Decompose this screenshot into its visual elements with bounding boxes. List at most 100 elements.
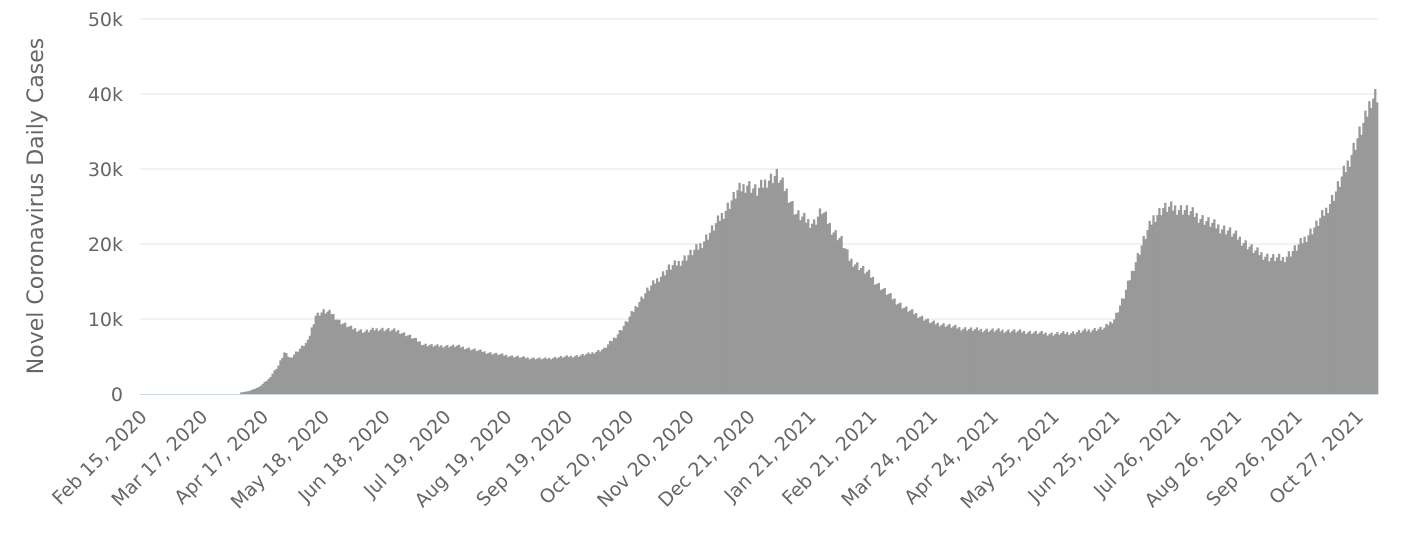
bar (950, 327, 953, 394)
bar (893, 298, 896, 394)
bar (432, 346, 435, 394)
bar (461, 346, 465, 394)
bar (856, 262, 859, 394)
bar (742, 184, 745, 394)
bar (946, 325, 949, 394)
bar (261, 383, 264, 394)
bar (1122, 298, 1126, 394)
bar (1058, 334, 1061, 394)
bar (365, 329, 368, 394)
bar (1087, 329, 1090, 394)
bar (603, 347, 606, 394)
bar (756, 195, 759, 394)
bar (691, 255, 694, 394)
bar (967, 329, 971, 394)
bar (436, 344, 439, 394)
bar (334, 319, 337, 394)
bar (652, 280, 655, 394)
bar (426, 346, 429, 394)
bar (875, 283, 879, 394)
bar (765, 187, 769, 394)
bar (577, 356, 580, 394)
bar (1374, 88, 1377, 394)
bar (271, 373, 274, 394)
bar (559, 356, 563, 394)
bar (302, 346, 306, 394)
bar (595, 351, 598, 394)
bar (524, 358, 527, 394)
bar (1256, 247, 1259, 394)
bar (357, 330, 361, 394)
bar (449, 346, 453, 394)
bar (1160, 215, 1163, 394)
bar (891, 299, 894, 394)
bar (614, 338, 618, 394)
bar (550, 359, 553, 394)
bar (885, 294, 888, 394)
bar (712, 230, 716, 394)
bar (797, 210, 800, 394)
bar (289, 357, 292, 394)
bar (895, 304, 898, 394)
bar (481, 352, 484, 394)
bar (1026, 332, 1030, 394)
bar (909, 310, 912, 394)
bar (1203, 224, 1206, 394)
bar (1344, 172, 1347, 394)
bar (330, 314, 333, 394)
bar (604, 347, 608, 394)
bar (593, 353, 596, 394)
bar (1295, 250, 1298, 394)
bar (1103, 327, 1106, 394)
y-axis-label: Novel Coronavirus Daily Cases (24, 38, 49, 374)
bar (275, 368, 278, 394)
bar (642, 298, 645, 394)
bar (981, 332, 984, 394)
bar (728, 208, 731, 394)
bar (516, 355, 520, 394)
bar (585, 353, 588, 394)
bar (404, 336, 408, 394)
bar (361, 332, 365, 394)
bar (965, 330, 969, 394)
bar (650, 285, 653, 394)
bar (242, 392, 245, 394)
bar (687, 255, 690, 394)
bar (1187, 215, 1190, 394)
bar (1305, 242, 1308, 394)
bar (883, 287, 886, 394)
bar (869, 277, 873, 394)
bar (587, 352, 590, 394)
bar (1279, 260, 1283, 394)
bar (640, 296, 643, 394)
bar (612, 337, 616, 394)
bar (1183, 209, 1187, 395)
bar (548, 357, 551, 394)
bar (569, 355, 572, 394)
bar (257, 387, 261, 394)
bar (291, 357, 294, 394)
bar (991, 328, 994, 394)
bar (599, 351, 602, 394)
bar (1009, 332, 1012, 394)
bar (914, 313, 918, 394)
bar (824, 211, 828, 394)
bar (920, 315, 924, 394)
bar (636, 307, 639, 394)
bar (873, 284, 877, 394)
bar (989, 330, 992, 394)
bar (397, 330, 400, 394)
bar (312, 324, 315, 394)
bar (1232, 233, 1236, 394)
bar (913, 314, 916, 394)
bar (1054, 333, 1057, 394)
bar (1164, 202, 1167, 394)
bar (247, 391, 251, 394)
bar (1366, 116, 1369, 394)
bar (707, 239, 710, 394)
bar (1332, 200, 1336, 394)
bar (862, 266, 865, 394)
bar (1071, 331, 1075, 394)
bar (787, 202, 790, 394)
